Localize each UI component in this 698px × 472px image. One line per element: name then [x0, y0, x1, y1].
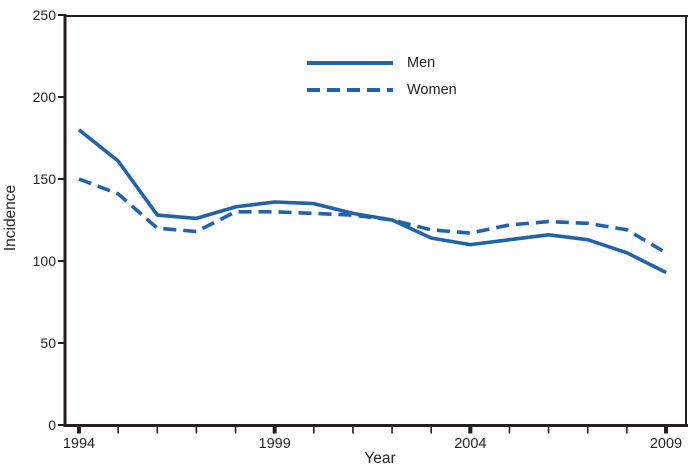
y-tick-label: 250 [33, 7, 57, 23]
legend-item-men: Men [307, 53, 457, 73]
legend-label-men: Men [407, 55, 436, 71]
legend: Men Women [307, 53, 457, 107]
series-line-women [78, 177, 667, 255]
y-tick-label: 100 [33, 253, 57, 269]
x-tick-label: 2009 [650, 436, 682, 452]
women-dashed-line-swatch [307, 88, 393, 92]
series-line-men [77, 128, 667, 275]
y-tick-label: 150 [33, 171, 57, 187]
legend-label-women: Women [407, 82, 457, 98]
x-axis-title: Year [364, 450, 396, 467]
y-tick-label: 50 [40, 335, 56, 351]
y-tick-label: 200 [33, 89, 57, 105]
x-tick-label: 1994 [63, 436, 95, 452]
men-solid-line-swatch [307, 61, 393, 65]
y-tick-label: 0 [48, 417, 56, 433]
legend-item-women: Women [307, 80, 457, 100]
y-axis-title: Incidence [2, 184, 19, 252]
x-tick-label: 2004 [454, 436, 486, 452]
x-tick-label: 1999 [259, 436, 291, 452]
